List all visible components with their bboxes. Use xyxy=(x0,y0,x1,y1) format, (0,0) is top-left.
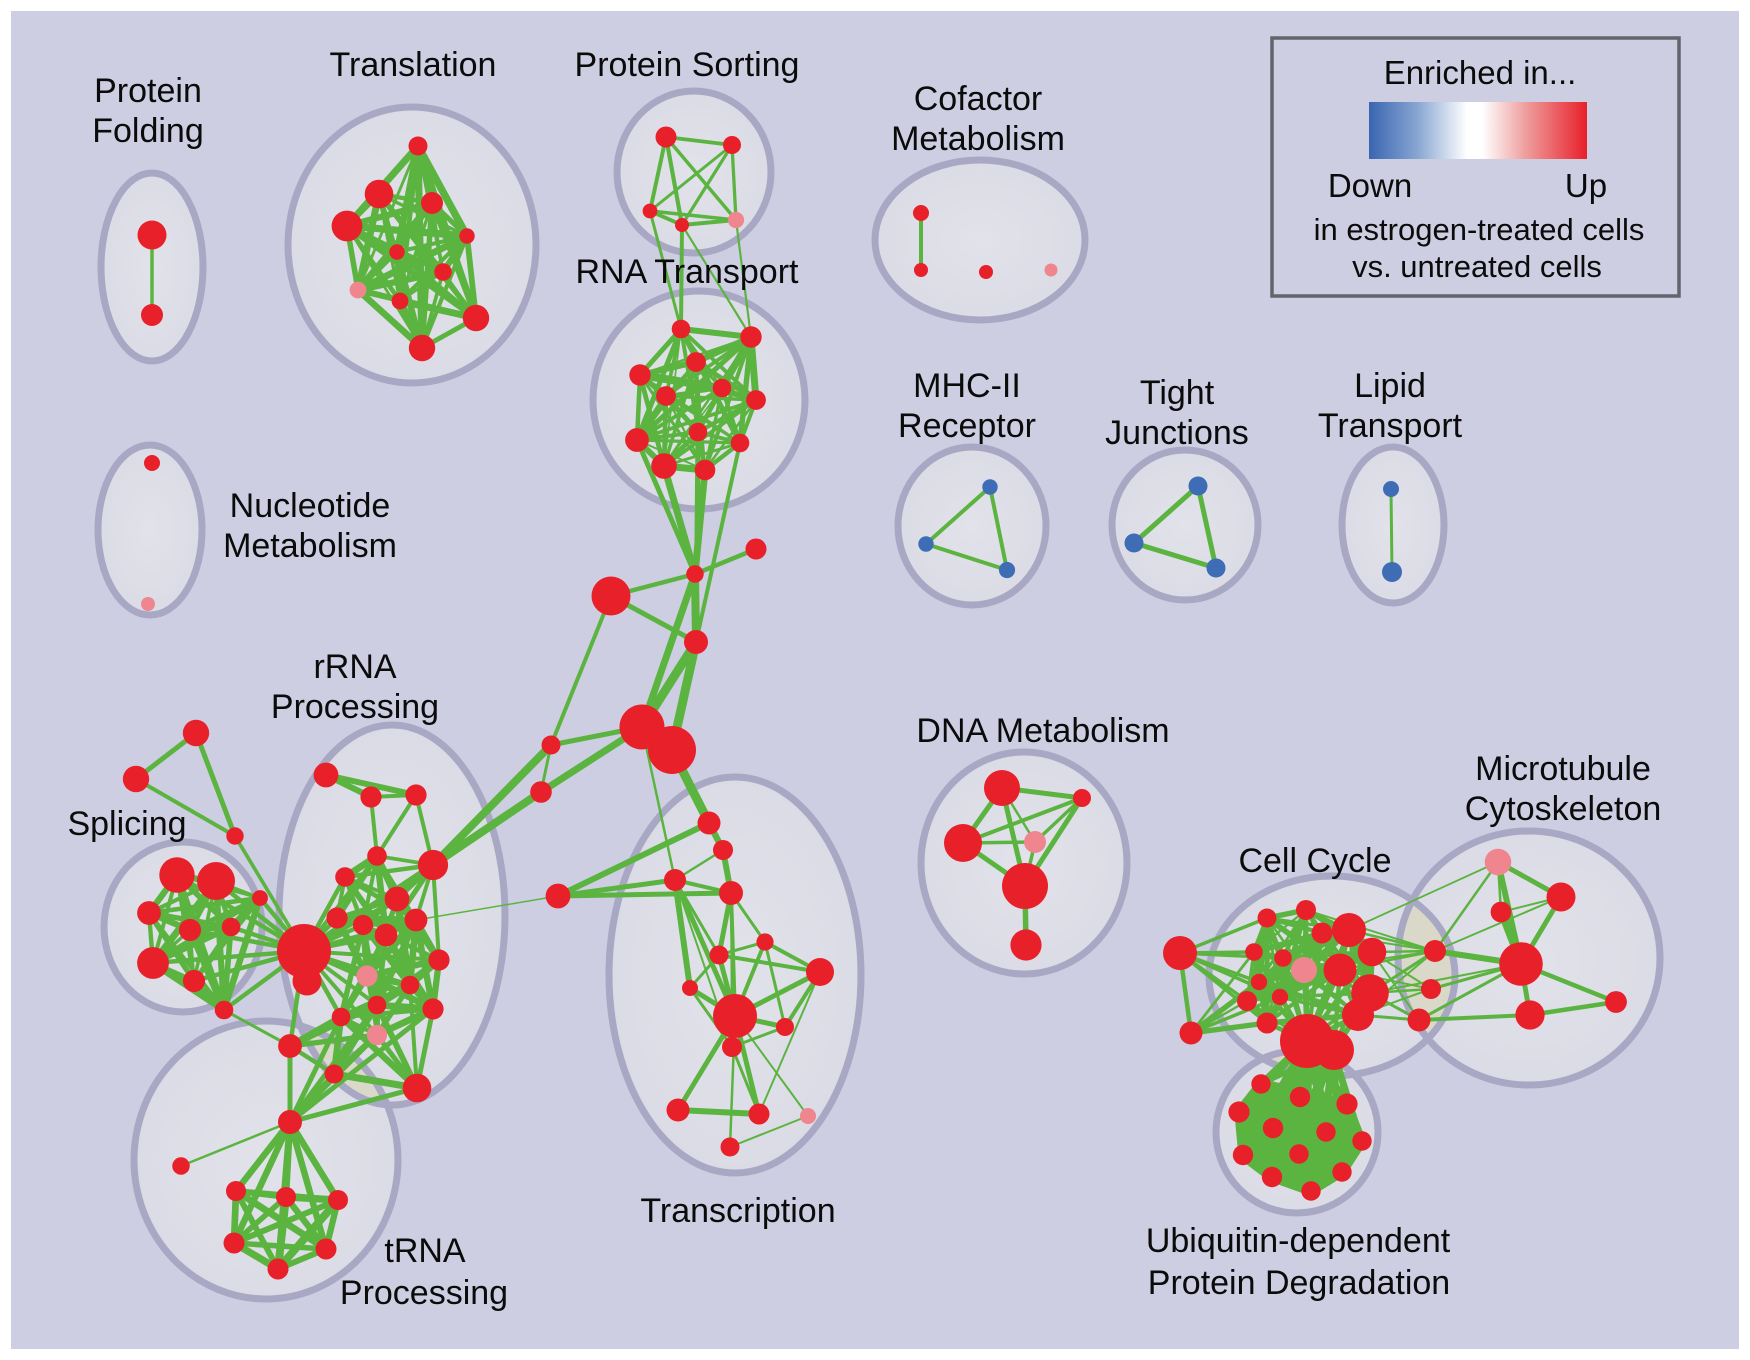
svg-text:Protein Sorting: Protein Sorting xyxy=(575,46,800,84)
svg-text:Protein: Protein xyxy=(94,72,202,110)
svg-text:Processing: Processing xyxy=(271,688,439,726)
svg-text:Nucleotide: Nucleotide xyxy=(230,487,391,525)
svg-text:DNA Metabolism: DNA Metabolism xyxy=(916,712,1169,750)
svg-text:Up: Up xyxy=(1565,167,1607,204)
svg-text:Metabolism: Metabolism xyxy=(223,527,397,565)
svg-text:Enriched in...: Enriched in... xyxy=(1384,54,1577,91)
svg-text:Folding: Folding xyxy=(92,112,204,150)
svg-text:Microtubule: Microtubule xyxy=(1475,750,1651,788)
svg-text:Transcription: Transcription xyxy=(640,1192,835,1230)
svg-text:tRNA: tRNA xyxy=(384,1232,466,1270)
svg-text:Cell Cycle: Cell Cycle xyxy=(1238,842,1391,880)
svg-text:in estrogen-treated cells: in estrogen-treated cells xyxy=(1314,212,1645,247)
svg-text:Translation: Translation xyxy=(330,46,497,84)
svg-text:Cofactor: Cofactor xyxy=(914,80,1043,118)
svg-text:Ubiquitin-dependent: Ubiquitin-dependent xyxy=(1146,1222,1451,1260)
svg-text:Transport: Transport xyxy=(1318,407,1463,445)
svg-text:MHC-II: MHC-II xyxy=(913,367,1021,405)
svg-text:Receptor: Receptor xyxy=(898,407,1036,445)
svg-text:Lipid: Lipid xyxy=(1354,367,1426,405)
svg-text:Protein Degradation: Protein Degradation xyxy=(1148,1264,1450,1302)
svg-text:Metabolism: Metabolism xyxy=(891,120,1065,158)
svg-text:Tight: Tight xyxy=(1140,374,1215,412)
svg-text:rRNA: rRNA xyxy=(313,648,396,686)
svg-text:Junctions: Junctions xyxy=(1105,414,1249,452)
svg-text:Cytoskeleton: Cytoskeleton xyxy=(1465,790,1662,828)
svg-text:RNA Transport: RNA Transport xyxy=(576,253,800,291)
svg-text:Splicing: Splicing xyxy=(67,805,186,843)
svg-text:Processing: Processing xyxy=(340,1274,508,1312)
svg-text:vs. untreated cells: vs. untreated cells xyxy=(1352,249,1602,284)
svg-text:Down: Down xyxy=(1328,167,1412,204)
